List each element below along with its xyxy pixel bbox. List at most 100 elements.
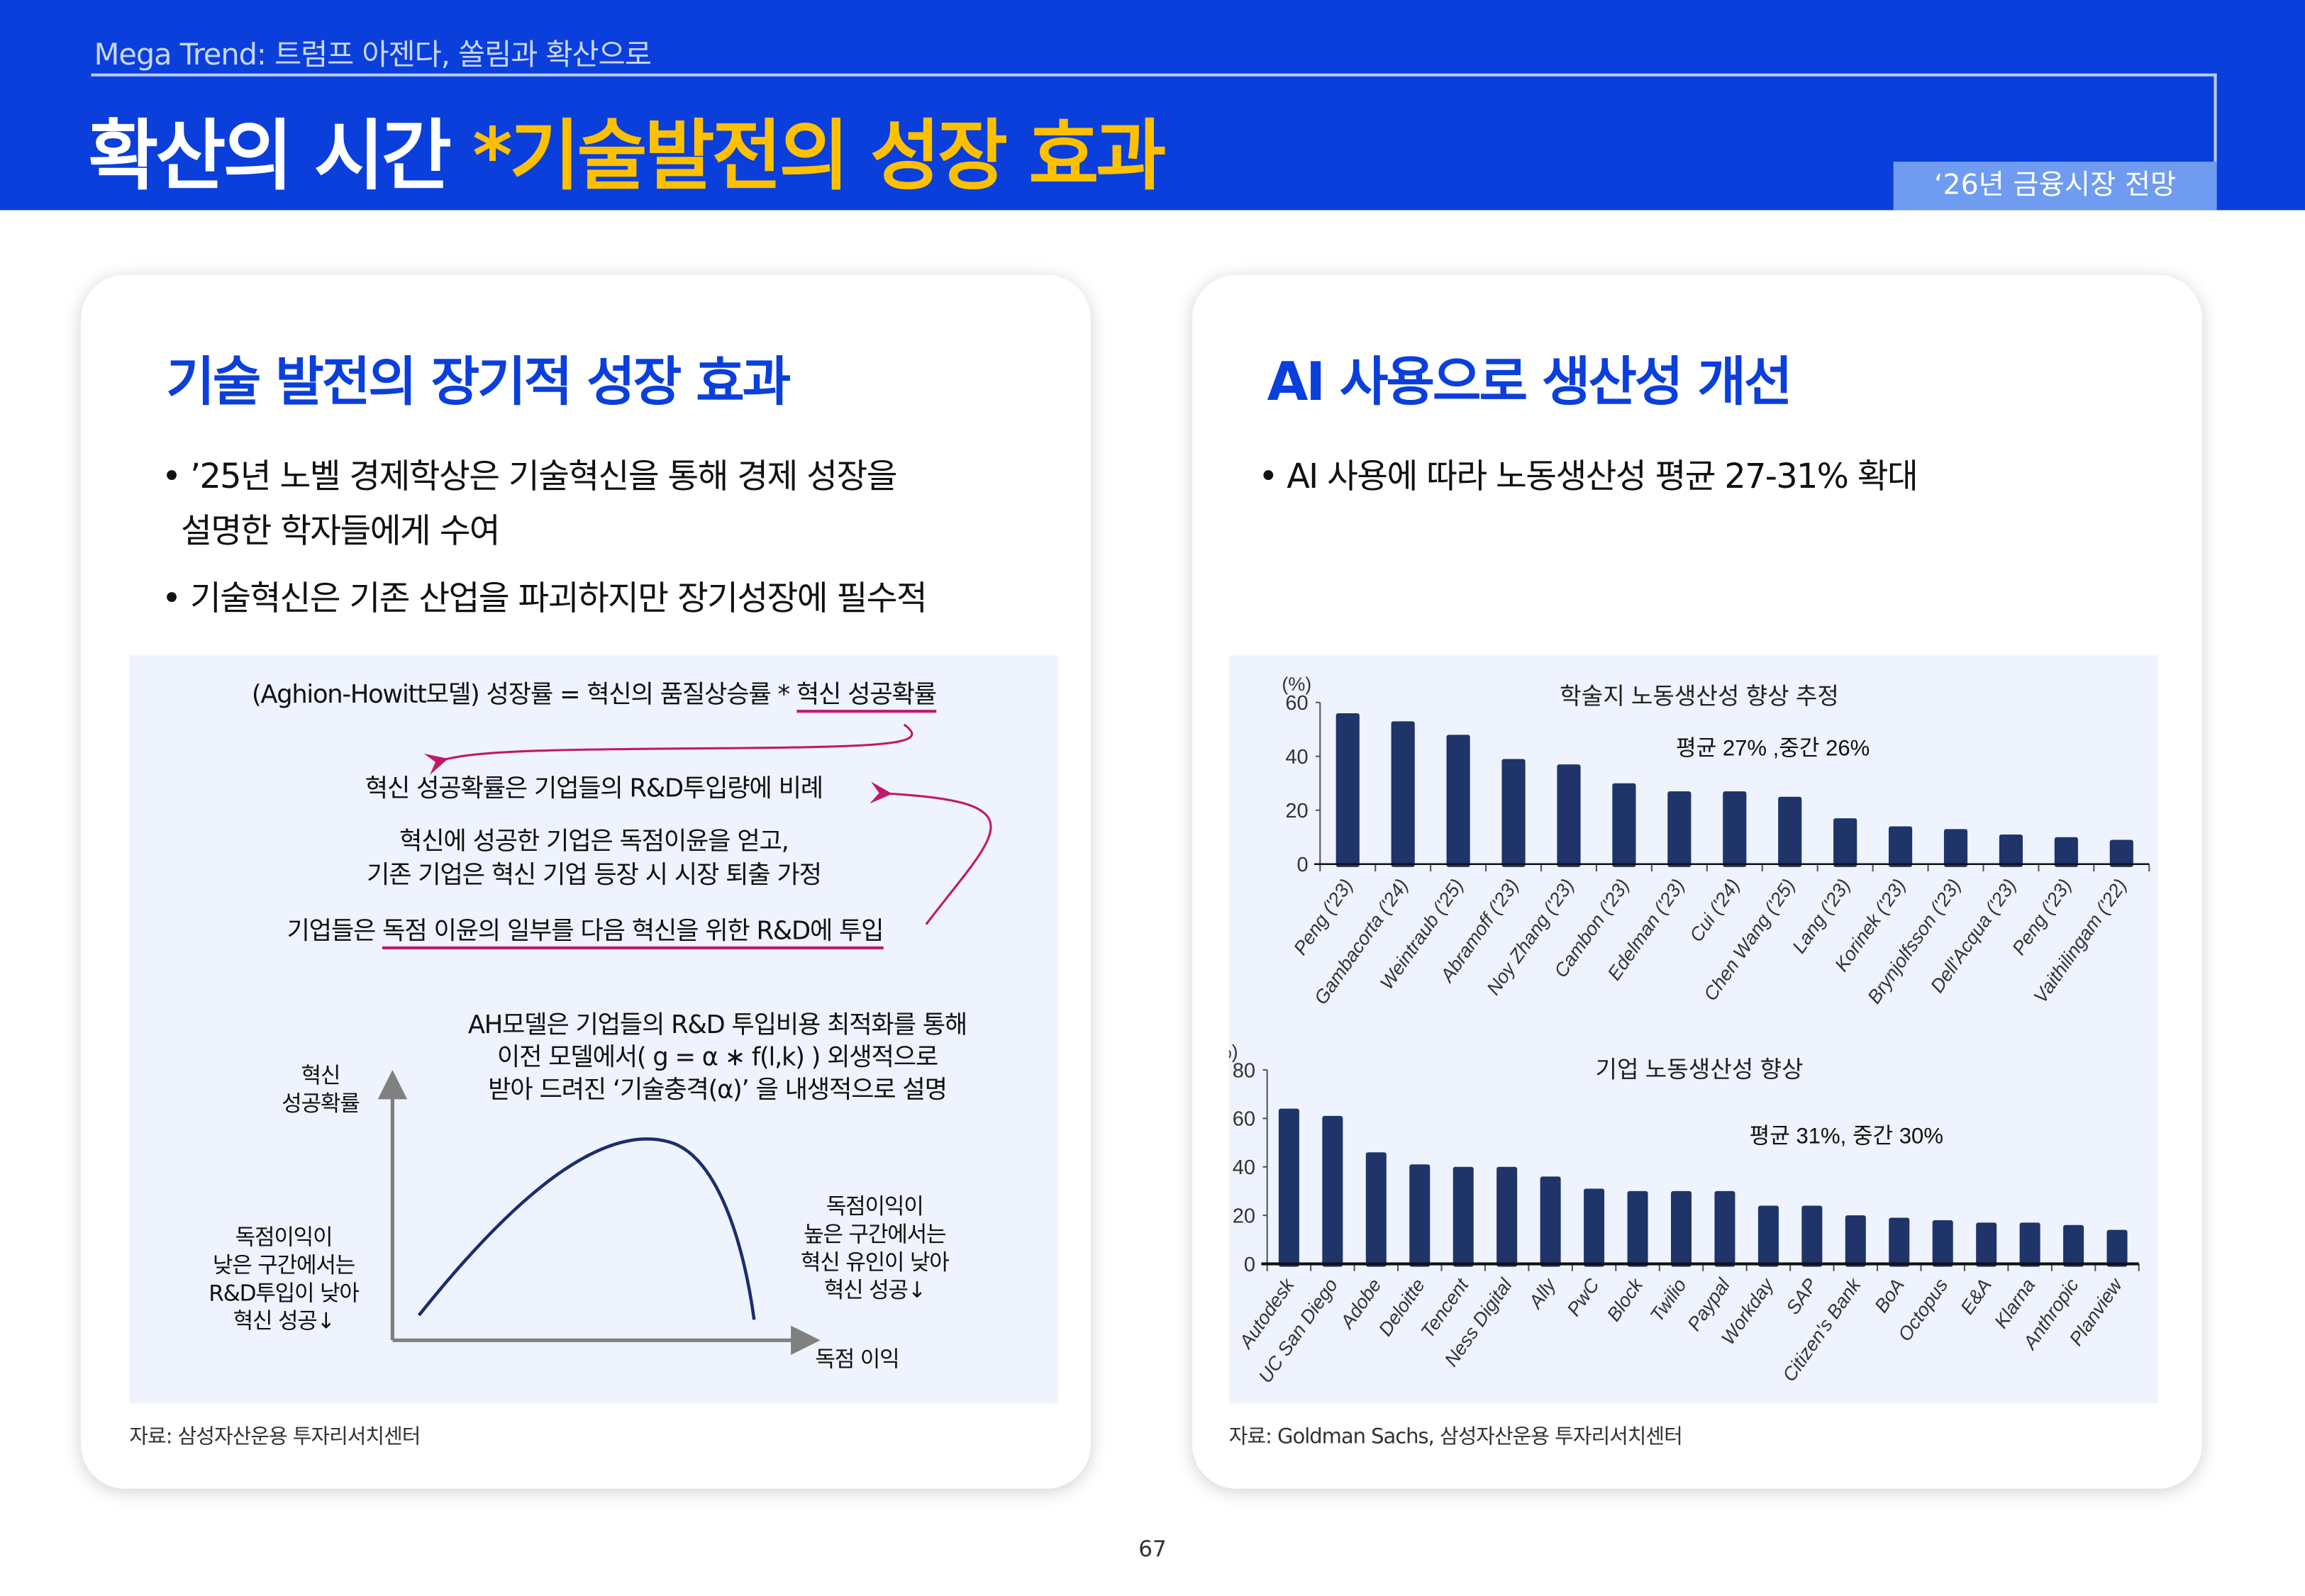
bar [1496, 1166, 1518, 1267]
bar [1757, 1205, 1779, 1267]
bar [1322, 1115, 1343, 1267]
step-2a: 혁신에 성공한 기업은 독점이윤을 얻고, [399, 827, 789, 857]
bar [2054, 837, 2078, 867]
step-1: 혁신 성공확률은 기업들의 R&D투입량에 비례 [365, 774, 823, 804]
bar [1365, 1152, 1387, 1267]
divider [91, 73, 2217, 77]
y-tick-label: 0 [1244, 1254, 1255, 1276]
bullet-text: AI 사용에 따라 노동생산성 평균 27-31% 확대 [1287, 458, 1918, 497]
bar [1889, 826, 1913, 867]
x-tick-label: Cui ('24) [1686, 875, 1744, 946]
y-axis-unit: (%) [1282, 674, 1311, 695]
note-line: 혁신 유인이 낮아 [800, 1249, 950, 1276]
bar [1976, 1222, 1997, 1267]
y-tick-label: 20 [1233, 1205, 1255, 1227]
ah-line: 이전 모델에서( g = α ∗ f(l,k) ) 외생적으로 [496, 1043, 938, 1073]
step-3-underlined: 독점 이윤의 일부를 다음 혁신을 위한 R&D에 투입 [382, 917, 884, 949]
ah-line: AH모델은 기업들의 R&D 투입비용 최적화를 통해 [467, 1011, 967, 1041]
x-tick-label: BoA [1870, 1275, 1909, 1317]
note-line: R&D투입이 낮아 [209, 1280, 360, 1307]
bar [1446, 735, 1470, 867]
bar [1845, 1215, 1866, 1267]
bar [1278, 1108, 1299, 1267]
formula-underlined: 혁신 성공확률 [796, 680, 937, 713]
y-axis-unit: (%) [1229, 1041, 1238, 1062]
bullet-2: • 기술혁신은 기존 산업을 파괴하지만 장기성장에 필수적 [161, 580, 928, 619]
bar [2019, 1222, 2040, 1267]
bar [1714, 1190, 1735, 1267]
bar [1335, 713, 1360, 867]
note-line: 독점이익이 [826, 1193, 924, 1220]
formula-text: (Aghion-Howitt모델) 성장률 = 혁신의 품질상승률 * [251, 680, 796, 710]
x-tick-label: Ally [1524, 1274, 1560, 1314]
formula: (Aghion-Howitt모델) 성장률 = 혁신의 품질상승률 * 혁신 성… [129, 679, 1058, 713]
bar [1409, 1164, 1431, 1267]
page-title: 확산의 시간 *기술발전의 성장 효과 [88, 94, 1166, 204]
y-axis-label-1: 혁신 [301, 1062, 340, 1089]
bar [1932, 1220, 1953, 1267]
bullet-1: • AI 사용에 따라 노동생산성 평균 27-31% 확대 [1258, 458, 1918, 497]
x-tick-label: Citizen's Bank [1779, 1274, 1866, 1386]
bar [1627, 1190, 1648, 1267]
chart-title: 학술지 노동생산성 향상 추정 [1560, 683, 1839, 710]
title-main: 확산의 시간 [88, 113, 452, 201]
bar [1943, 829, 1968, 867]
title-accent: *기술발전의 성장 효과 [472, 113, 1166, 201]
section-label: Mega Trend: 트럼프 아젠다, 쏠림과 확산으로 [94, 36, 652, 72]
y-axis-label: 혁신 성공확률 [262, 1063, 379, 1119]
arrow-reinvest [870, 781, 992, 925]
bar [1667, 791, 1692, 867]
x-tick-label: SAP [1782, 1275, 1822, 1318]
bullet-text: ’25년 노벨 경제학상은 기술혁신을 통해 경제 성장을 [189, 458, 897, 497]
bar [1723, 791, 1747, 867]
note-line: 낮은 구간에서는 [212, 1251, 355, 1279]
bar [1391, 721, 1415, 867]
inverted-u-curve [417, 1137, 756, 1320]
x-axis-label: 독점 이익 [815, 1346, 899, 1373]
chart-annotation: 평균 27% ,중간 26% [1676, 735, 1870, 760]
source-note: 자료: 삼성자산운용 투자리서치센터 [129, 1425, 421, 1449]
y-tick-label: 40 [1233, 1156, 1255, 1179]
bar [1501, 759, 1526, 867]
y-tick-label: 60 [1233, 1108, 1255, 1131]
arrow-to-rd [423, 723, 913, 776]
bar [1801, 1205, 1823, 1267]
card-title: AI 사용으로 생산성 개선 [1267, 352, 1793, 413]
right-note: 독점이익이 높은 구간에서는 혁신 유인이 낮아 혁신 성공↓ [779, 1193, 970, 1305]
aghion-howitt-diagram: (Aghion-Howitt모델) 성장률 = 혁신의 품질상승률 * 혁신 성… [129, 655, 1059, 1404]
left-note: 독점이익이 낮은 구간에서는 R&D투입이 낮아 혁신 성공↓ [188, 1224, 379, 1336]
step-2b: 기존 기업은 혁신 기업 등장 시 시장 퇴출 가정 [366, 861, 822, 891]
bullet-text: 설명한 학자들에게 수여 [181, 513, 501, 552]
divider [2214, 73, 2217, 165]
source-note: 자료: Goldman Sachs, 삼성자산운용 투자리서치센터 [1228, 1425, 1683, 1449]
step-2: 혁신에 성공한 기업은 독점이윤을 얻고, 기존 기업은 혁신 기업 등장 시 시… [129, 826, 1058, 893]
bar [1612, 783, 1636, 867]
bullet-text: 기술혁신은 기존 산업을 파괴하지만 장기성장에 필수적 [189, 580, 928, 619]
bar [1889, 1217, 1910, 1267]
page-number: 67 [1138, 1535, 1167, 1563]
note-line: 독점이익이 [235, 1224, 333, 1251]
y-tick-label: 0 [1297, 854, 1309, 876]
x-tick-label: Twilio [1646, 1275, 1691, 1326]
bar [2109, 839, 2133, 867]
bar [1540, 1176, 1561, 1267]
x-tick-label: PwC [1563, 1274, 1604, 1319]
x-tick-label: E&A [1956, 1275, 1995, 1318]
chart-annotation: 평균 31%, 중간 30% [1750, 1124, 1943, 1149]
note-line: 혁신 성공↓ [233, 1307, 335, 1335]
bar [1999, 834, 2023, 867]
x-tick-label: Block [1603, 1274, 1648, 1325]
y-tick-label: 60 [1285, 692, 1308, 715]
card-title: 기술 발전의 장기적 성장 효과 [166, 352, 791, 413]
y-tick-label: 40 [1285, 746, 1308, 769]
ah-line: 받아 드려진 ‘기술충격(α)’ 을 내생적으로 설명 [488, 1076, 948, 1105]
note-line: 혁신 성공↓ [823, 1277, 926, 1304]
left-card: 기술 발전의 장기적 성장 효과 • ’25년 노벨 경제학상은 기술혁신을 통… [80, 274, 1091, 1489]
y-tick-label: 80 [1233, 1059, 1255, 1082]
bar [2063, 1224, 2084, 1267]
bar [1670, 1190, 1692, 1267]
bullet-1: • ’25년 노벨 경제학상은 기술혁신을 통해 경제 성장을 설명한 학자들에… [161, 458, 897, 552]
ah-explanation: AH모델은 기업들의 R&D 투입비용 최적화를 통해 이전 모델에서( g = … [423, 1010, 1011, 1107]
